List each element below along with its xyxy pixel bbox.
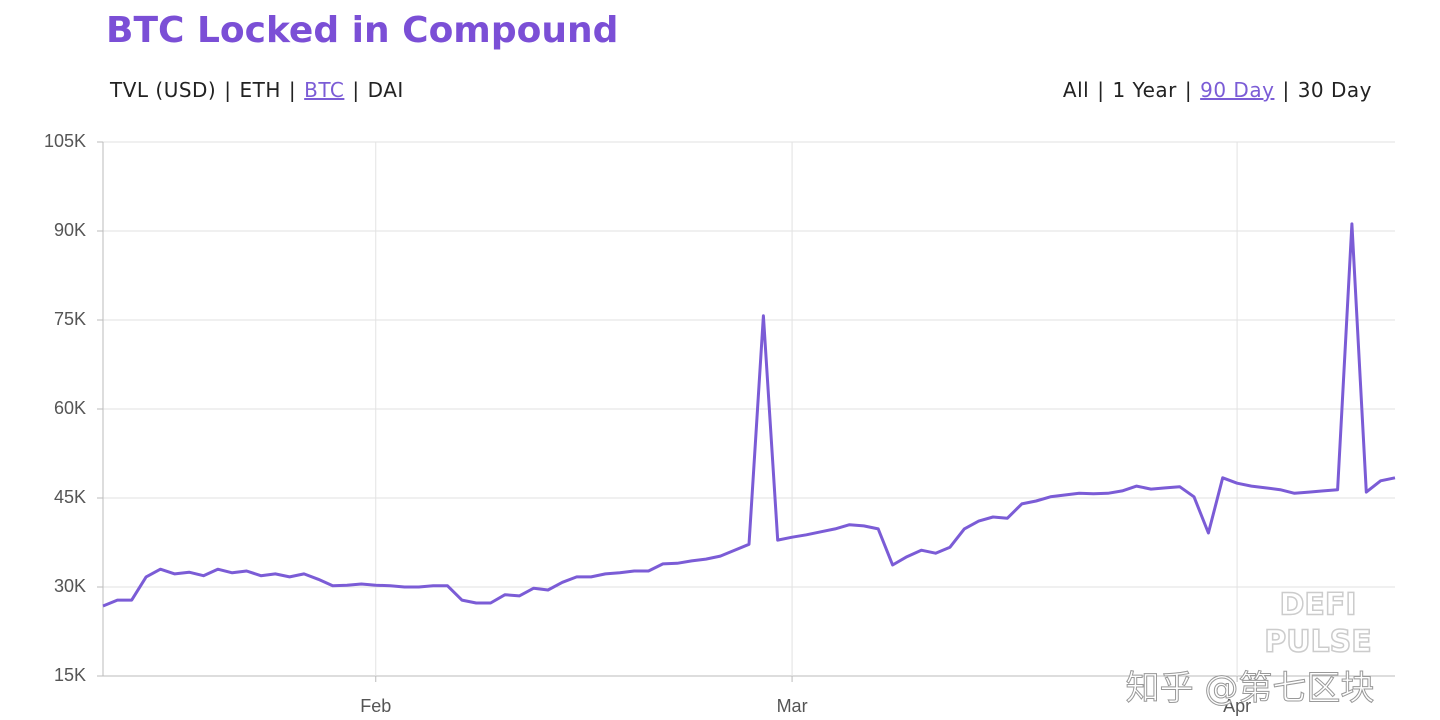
separator: | bbox=[224, 78, 232, 102]
tab[interactable]: BTC bbox=[304, 78, 345, 102]
y-tick-label: 15K bbox=[54, 665, 86, 685]
tab[interactable]: 30 Day bbox=[1297, 78, 1372, 102]
y-tick-label: 30K bbox=[54, 576, 86, 596]
y-tick-label: 90K bbox=[54, 220, 86, 240]
metric-tabs: TVL (USD) | ETH | BTC | DAI bbox=[106, 78, 408, 102]
x-tick-label: Apr bbox=[1223, 696, 1251, 716]
chart-title: BTC Locked in Compound bbox=[106, 10, 619, 51]
y-tick-label: 45K bbox=[54, 487, 86, 507]
y-tick-label: 75K bbox=[54, 309, 86, 329]
range-tabs: All | 1 Year | 90 Day | 30 Day bbox=[1059, 78, 1376, 102]
separator: | bbox=[1282, 78, 1290, 102]
x-tick-label: Mar bbox=[777, 696, 808, 716]
y-tick-label: 105K bbox=[44, 131, 86, 151]
separator: | bbox=[352, 78, 360, 102]
separator: | bbox=[1184, 78, 1193, 102]
tab[interactable]: All bbox=[1062, 78, 1090, 102]
watermark-credit: 知乎 @第七区块 bbox=[1126, 669, 1375, 709]
tab[interactable]: DAI bbox=[367, 78, 404, 102]
tab[interactable]: 90 Day bbox=[1200, 78, 1275, 102]
tab[interactable]: TVL (USD) bbox=[110, 78, 217, 102]
separator: | bbox=[288, 78, 297, 102]
x-tick-label: Feb bbox=[360, 696, 391, 716]
watermark-brand: PULSE bbox=[1264, 625, 1372, 660]
tab[interactable]: 1 Year bbox=[1112, 78, 1177, 102]
watermark-brand: DEFI bbox=[1279, 588, 1356, 623]
tab[interactable]: ETH bbox=[239, 78, 281, 102]
data-line bbox=[102, 222, 1396, 608]
y-tick-label: 60K bbox=[54, 398, 86, 418]
separator: | bbox=[1097, 78, 1105, 102]
